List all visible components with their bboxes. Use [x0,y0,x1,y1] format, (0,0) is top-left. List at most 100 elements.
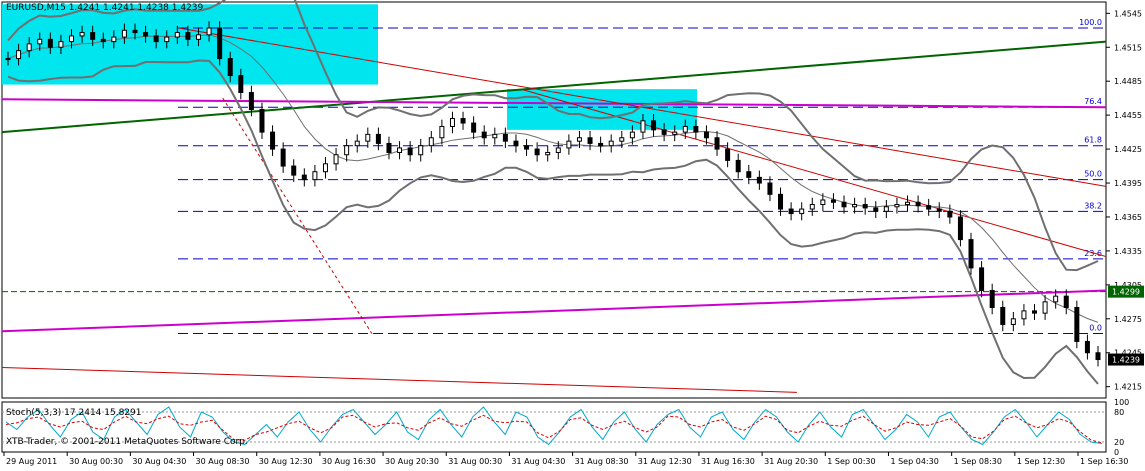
candle-body [1032,310,1038,314]
candle-body [312,171,318,181]
candle-body [957,216,963,241]
fibonacci-level-label: 76.4 [1084,97,1102,106]
price-axis-label: 1.4305 [1114,281,1142,290]
candle-body [756,176,762,184]
time-axis-label: 1 Sep 12:30 [1017,457,1065,466]
candle-body [926,205,932,210]
candle-body [1053,295,1059,303]
candle-body [143,32,149,37]
time-axis-label: 31 Aug 12:30 [638,457,692,466]
time-axis-label: 31 Aug 04:30 [511,457,565,466]
fibonacci-level-label: 0.0 [1089,324,1102,333]
candle-body [439,125,445,139]
candle-body [68,35,74,43]
candle-body [344,145,350,156]
candle-body [375,133,381,144]
candle-body [471,122,477,133]
time-axis-label: 1 Sep 16:30 [1080,457,1128,466]
candle-body [428,137,434,147]
candle-body [672,131,678,135]
candle-body [1000,306,1006,325]
candle-body [545,151,551,156]
candle-body [291,165,297,176]
candle-body [1010,318,1016,325]
candle-body [566,140,572,149]
candle-body [153,35,159,43]
candle-body [830,199,836,203]
candle-body [693,125,699,133]
time-axis-label: 1 Sep 04:30 [890,457,938,466]
candle-body [746,171,752,178]
candle-body [905,201,911,206]
candle-body [778,193,784,210]
stochastic-axis-label: 100 [1114,398,1129,407]
candle-body [79,32,85,37]
candle-body [174,32,180,38]
candle-body [989,290,995,308]
price-axis-label: 1.4335 [1114,247,1142,256]
price-axis-label: 1.4455 [1114,111,1142,120]
candle-body [47,38,53,48]
trend-line [1,40,1107,134]
candle-body [58,41,64,48]
trend-line [178,27,1107,187]
candle-body [1095,352,1101,361]
candle-body [788,208,794,215]
candle-body [608,140,614,147]
time-axis-label: 1 Sep 08:30 [954,457,1002,466]
candle-body [502,133,508,142]
trend-line [520,88,1107,258]
candle-body [354,140,360,147]
candle-body [217,27,223,60]
candle-body [640,120,646,133]
watermark-text: XTB-Trader, © 2001-2011 MetaQuotes Softw… [6,437,248,447]
candle-body [418,145,424,156]
candle-body [619,137,625,142]
candle-body [100,38,106,43]
candle-body [852,204,858,208]
fibonacci-level-label: 50.0 [1084,170,1102,179]
price-axis-label: 1.4485 [1114,77,1142,86]
time-axis-label: 30 Aug 16:30 [322,457,376,466]
candle-body [1042,301,1048,314]
candle-body [460,118,466,124]
highlight-box [2,4,378,85]
price-badge [1108,353,1144,366]
candle-body [862,204,868,209]
candle-body [365,133,371,142]
candle-body [132,29,138,34]
fibonacci-level-label: 100.0 [1079,18,1102,27]
candle-body [333,154,339,165]
candle-body [968,239,974,269]
candle-body [576,137,582,142]
candle-body [26,43,32,52]
symbol-info-label: EURUSD,M15 1.4241 1.4241 1.4238 1.4239 [6,3,204,13]
price-axis-label: 1.4425 [1114,145,1142,154]
candle-body [37,38,43,45]
time-axis-label: 1 Sep 00:30 [827,457,875,466]
price-axis-label: 1.4275 [1114,315,1142,324]
time-axis-label: 31 Aug 00:30 [448,457,502,466]
candle-body [449,118,455,127]
time-axis-label: 31 Aug 08:30 [575,457,629,466]
candle-body [524,145,530,150]
candle-body [5,58,11,61]
candle-body [534,148,540,156]
trend-line [1,366,797,393]
fibonacci-level-label: 38.2 [1084,201,1102,210]
stochastic-main-line [5,406,1103,446]
price-axis-label: 1.4215 [1114,383,1142,392]
stochastic-panel [1,401,1107,453]
stochastic-axis-label: 20 [1114,438,1124,447]
candle-body [651,120,657,131]
candle-body [513,140,519,147]
price-axis-label: 1.4245 [1114,349,1142,358]
candle-body [238,75,244,94]
candle-body [714,137,720,150]
time-axis-label: 31 Aug 20:30 [764,457,818,466]
candle-body [227,58,233,77]
candle-body [873,207,879,212]
candle-body [386,142,392,153]
